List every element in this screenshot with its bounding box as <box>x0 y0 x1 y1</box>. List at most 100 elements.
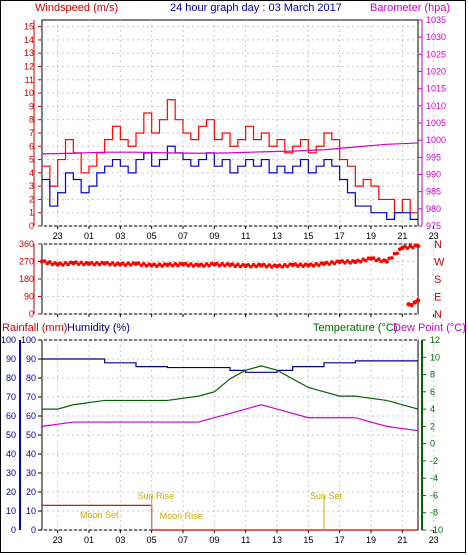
rainfall-ytick-label: 70 <box>6 392 16 402</box>
moon-rise-label: Moon Rise <box>160 511 203 521</box>
direction-point <box>345 259 350 263</box>
direction-point <box>183 261 188 266</box>
direction-point <box>251 262 256 267</box>
wind-panel-frame <box>41 19 419 227</box>
compass-label: S <box>434 274 441 286</box>
wind-panel-xtick-label: 07 <box>178 231 188 241</box>
humidity-ytick-label: 20 <box>26 487 36 497</box>
climate-panel-xtick-label: 21 <box>397 535 407 545</box>
compass-label: E <box>434 292 441 304</box>
direction-point <box>392 251 397 256</box>
humidity-axis-title: Humidity (%) <box>67 322 130 334</box>
direction-point <box>126 261 130 265</box>
wind-panel-xtick-label: 21 <box>397 231 407 241</box>
rainfall-ytick-label: 80 <box>6 373 16 383</box>
barometer-ytick-label: 1025 <box>426 49 446 59</box>
direction-ytick-label: 0 <box>29 309 34 319</box>
temperature-ytick-label: 10 <box>430 352 440 362</box>
windspeed-ytick-label: 3 <box>29 181 34 191</box>
grid-layer <box>41 19 435 531</box>
climate-panel-xtick-label: 05 <box>147 535 157 545</box>
direction-point <box>155 264 159 269</box>
climate-panel-xtick-label: 17 <box>335 535 345 545</box>
humidity-ytick-label: 90 <box>26 354 36 364</box>
direction-point <box>157 262 162 267</box>
direction-point <box>249 264 253 269</box>
direction-point <box>327 262 332 266</box>
rainfall-ytick-label: 90 <box>6 354 16 364</box>
climate-panel-xtick-label: 11 <box>241 535 250 545</box>
direction-point <box>89 260 94 265</box>
barometer-axis-title: Barometer (hpa) <box>370 2 450 14</box>
barometer-ytick-label: 1000 <box>426 135 446 145</box>
barometer-ytick-label: 1020 <box>426 67 446 77</box>
direction-point <box>189 262 193 266</box>
barometer-ytick-label: 1035 <box>426 15 446 25</box>
direction-point <box>175 263 180 268</box>
windspeed-ytick-label: 7 <box>29 128 34 138</box>
direction-point <box>363 258 368 263</box>
direction-point <box>324 260 329 265</box>
direction-point <box>170 263 175 268</box>
direction-point <box>121 261 125 266</box>
windspeed-ytick-label: 1 <box>29 208 34 218</box>
temperature-ytick-label: 8 <box>430 370 435 380</box>
direction-point <box>412 300 418 305</box>
direction-point <box>285 264 290 269</box>
windspeed-ytick-label: 4 <box>29 168 34 178</box>
temperature-ytick-label: -6 <box>430 490 438 500</box>
barometer-ytick-label: 1010 <box>426 101 446 111</box>
direction-point <box>262 262 266 267</box>
dewpoint-series <box>41 404 419 432</box>
sun-rise-label: Sun Rise <box>138 491 175 501</box>
direction-point <box>95 260 99 265</box>
direction-point <box>81 262 86 267</box>
compass-label: W <box>434 257 445 269</box>
climate-panel-xtick-label: 23 <box>53 535 63 545</box>
climate-panel-xtick-label: 09 <box>209 535 219 545</box>
temperature-ytick-label: 4 <box>430 404 435 414</box>
direction-point <box>186 263 191 268</box>
windspeed-ytick-label: 6 <box>29 141 34 151</box>
windspeed-axis-title: Windspeed (m/s) <box>35 2 118 14</box>
barometer-ytick-label: 1015 <box>426 84 446 94</box>
barometer-ytick-label: 980 <box>426 204 441 214</box>
rainfall-axis-title: Rainfall (mm) <box>2 322 67 334</box>
direction-point <box>415 298 421 303</box>
humidity-ytick-label: 30 <box>26 468 36 478</box>
direction-point <box>233 264 238 269</box>
temperature-ytick-label: 2 <box>430 421 435 431</box>
direction-point <box>173 261 177 266</box>
direction-point <box>298 262 303 267</box>
direction-point <box>160 264 164 268</box>
barometer-series <box>41 142 419 155</box>
direction-point <box>97 262 102 267</box>
direction-point <box>348 261 352 265</box>
direction-point <box>409 303 414 308</box>
axes-layer: 23 01 03 05 07 09 11 13 15 17 19 21 2301234567891011… <box>1 15 446 545</box>
direction-point <box>110 261 115 265</box>
direction-point <box>358 259 363 264</box>
direction-point <box>254 264 258 269</box>
series-layer <box>39 99 421 531</box>
temperature-series <box>42 365 419 410</box>
humidity-series <box>42 358 418 373</box>
direction-point <box>403 244 407 249</box>
wind-panel-xtick-label: 03 <box>115 231 125 241</box>
direction-point <box>113 263 117 267</box>
climate-panel-xtick-label: 19 <box>366 535 376 545</box>
temperature-ytick-label: 12 <box>430 335 440 345</box>
direction-ytick-label: 90 <box>24 292 34 302</box>
direction-point <box>316 263 321 268</box>
windspeed-ytick-label: 8 <box>29 115 34 125</box>
humidity-ytick-label: 10 <box>26 506 36 516</box>
temperature-ytick-label: -4 <box>430 473 438 483</box>
direction-point <box>343 261 347 265</box>
direction-point <box>199 262 204 267</box>
direction-point <box>230 262 235 266</box>
windspeed-ytick-label: 9 <box>29 101 34 111</box>
humidity-ytick-label: 40 <box>26 449 36 459</box>
rainfall-ytick-label: 0 <box>11 525 16 535</box>
